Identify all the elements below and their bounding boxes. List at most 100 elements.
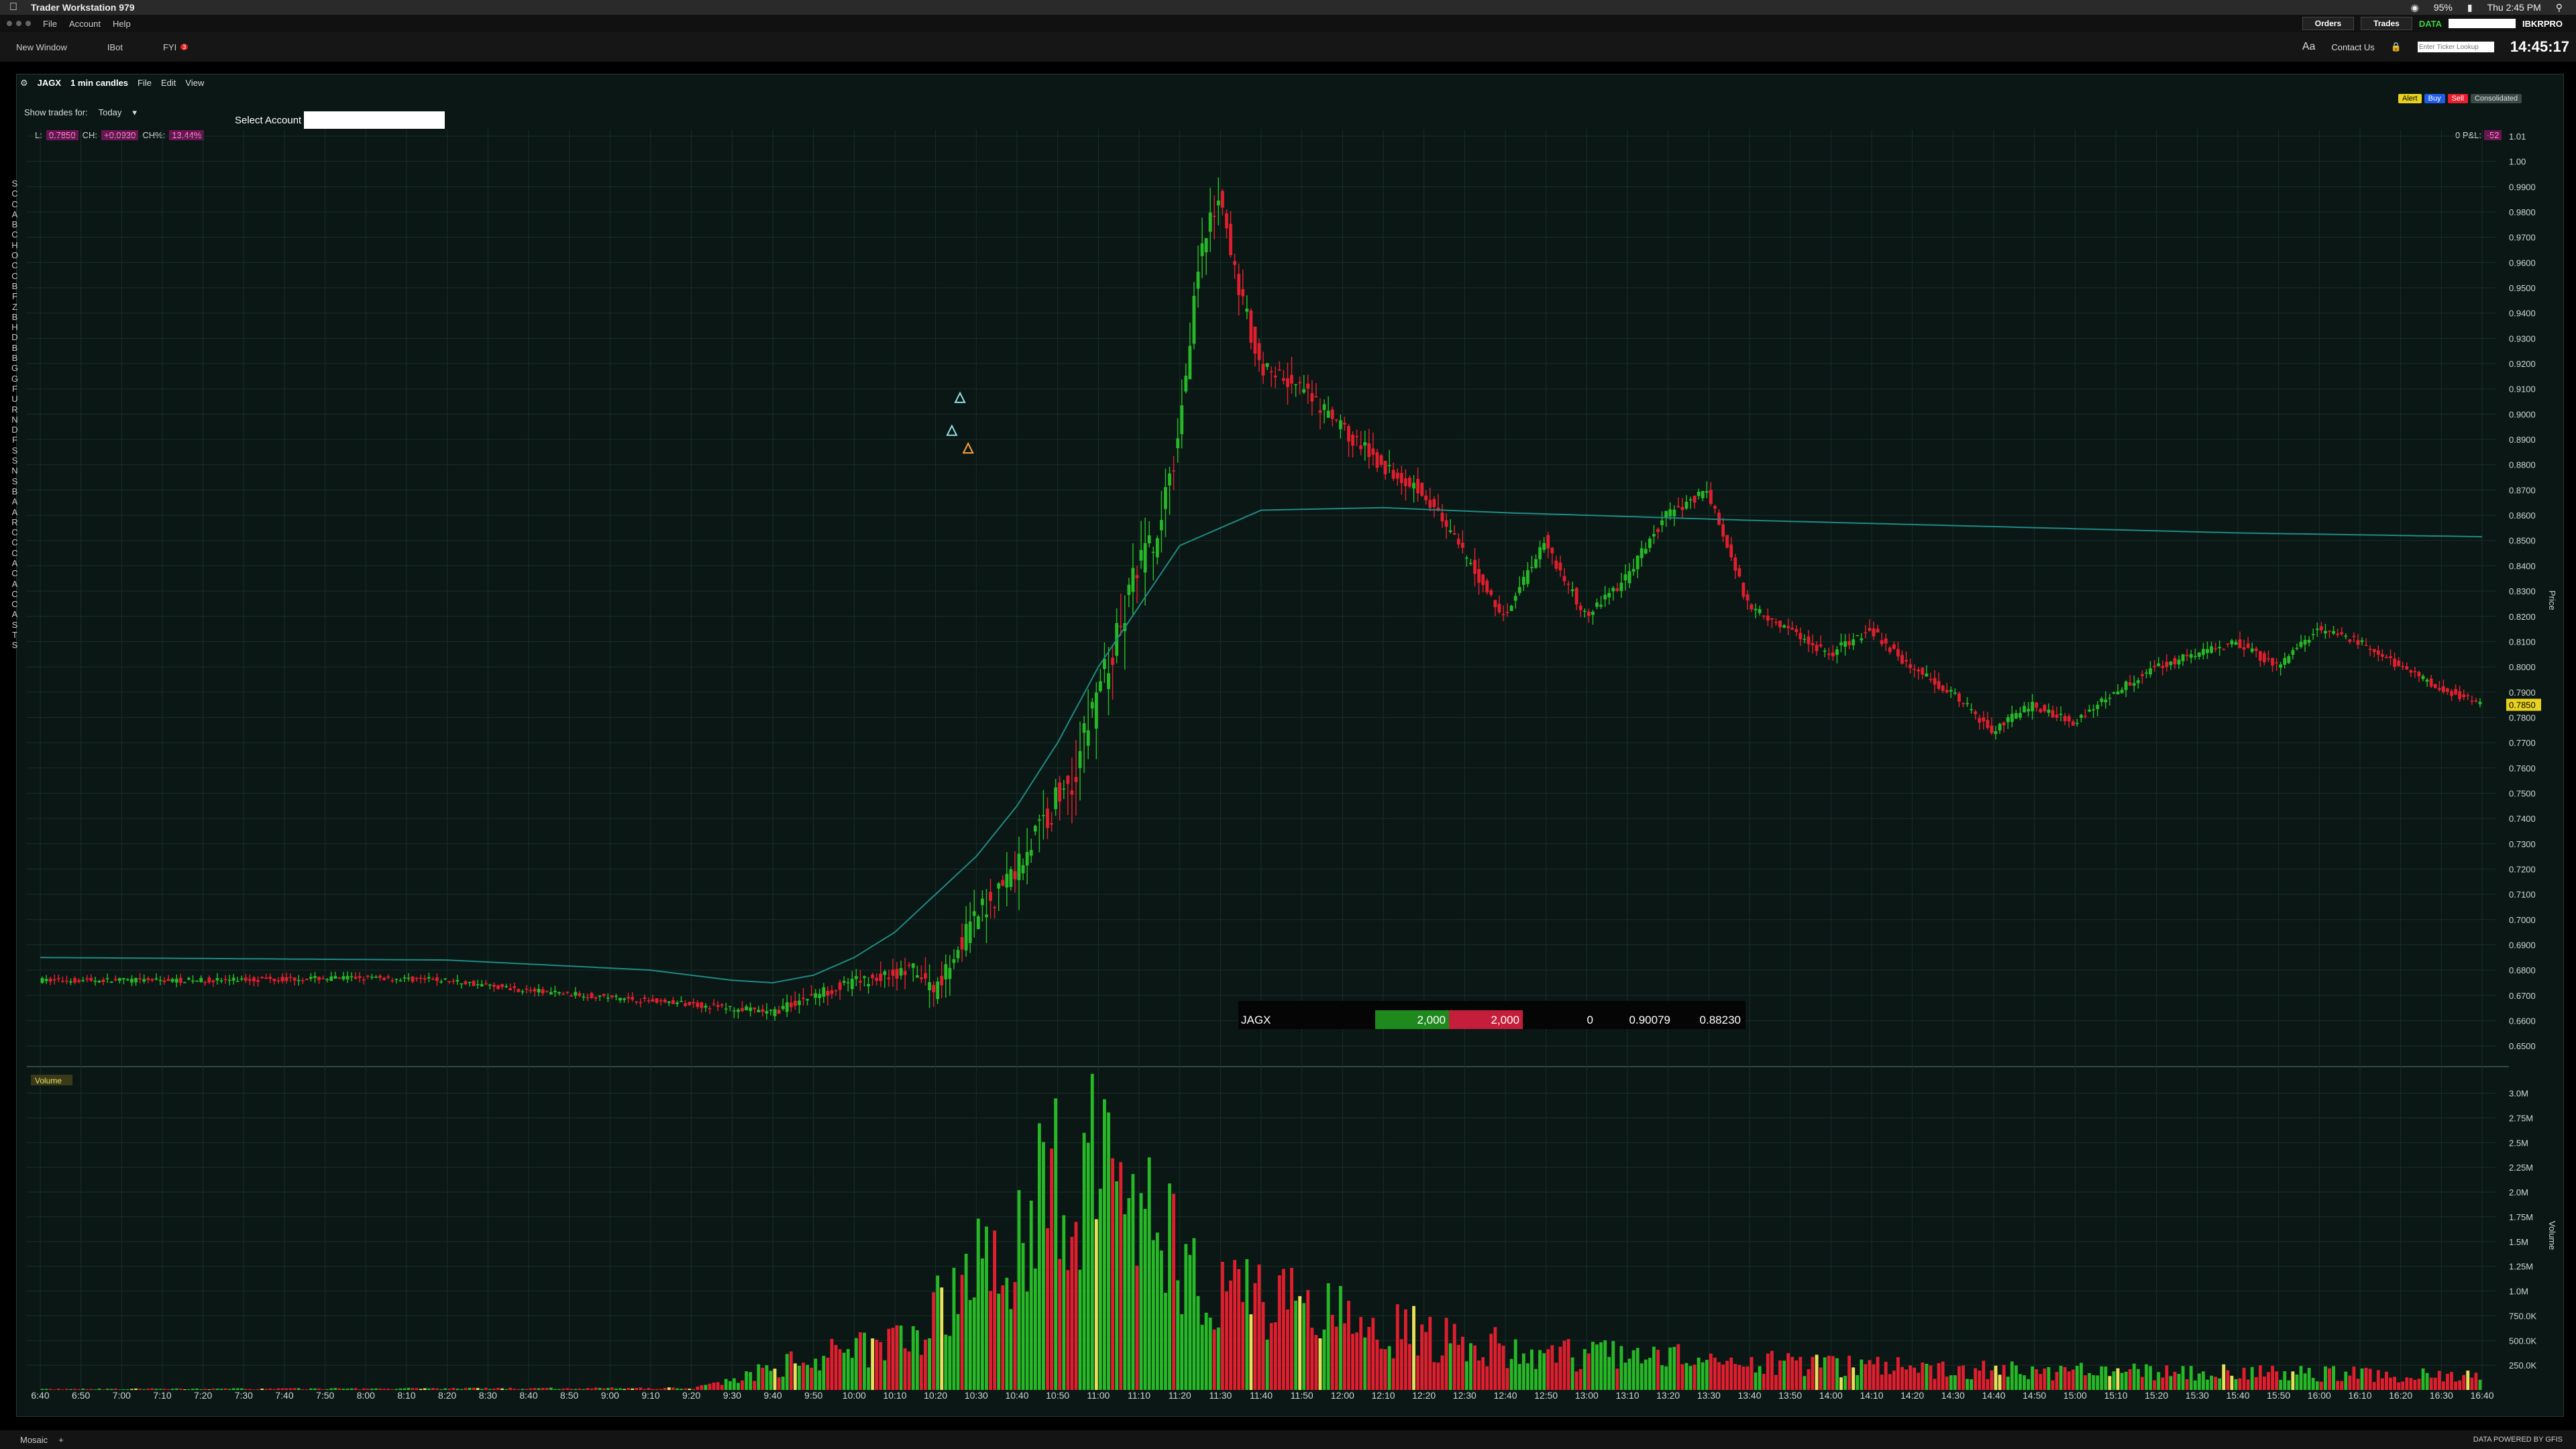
left-tool-2[interactable]: C	[11, 199, 18, 209]
trade-symbol[interactable]: JAGX	[1241, 1014, 1271, 1026]
left-tool-13[interactable]: B	[11, 311, 18, 322]
menu-file[interactable]: File	[43, 18, 57, 29]
left-tool-10[interactable]: B	[11, 280, 18, 291]
settings-icon[interactable]: ⚙	[20, 78, 28, 88]
left-tool-41[interactable]: C	[11, 588, 18, 599]
alert-button[interactable]: Alert	[2398, 94, 2422, 103]
datetime[interactable]: Thu 2:45 PM	[2487, 1, 2541, 13]
menu-account[interactable]: Account	[68, 18, 101, 29]
left-tool-20[interactable]: F	[12, 383, 17, 394]
candle-body	[394, 979, 398, 980]
fyi-button[interactable]: FYI	[162, 42, 177, 52]
orders-button[interactable]: Orders	[2302, 17, 2355, 30]
left-tool-42[interactable]: C	[11, 599, 18, 610]
left-tool-25[interactable]: F	[12, 435, 17, 445]
left-tool-28[interactable]: N	[11, 466, 18, 476]
mosaic-tab[interactable]: Mosaic	[20, 1434, 48, 1445]
left-tool-44[interactable]: S	[11, 619, 18, 630]
trade-bid-size[interactable]: 2,000	[1417, 1014, 1446, 1026]
consolidated-button[interactable]: Consolidated	[2470, 94, 2522, 103]
trade-ask-size[interactable]: 2,000	[1491, 1014, 1519, 1026]
candle-body	[2287, 656, 2291, 663]
left-tool-22[interactable]: R	[11, 404, 18, 415]
chart-menu-file[interactable]: File	[138, 78, 152, 88]
left-tool-37[interactable]: C	[11, 547, 18, 558]
left-tool-4[interactable]: B	[11, 219, 18, 230]
left-tool-23[interactable]: N	[11, 414, 18, 425]
left-tool-27[interactable]: S	[11, 455, 18, 466]
symbol-label[interactable]: JAGX	[37, 78, 62, 88]
left-tool-36[interactable]: C	[11, 537, 18, 548]
new-window-button[interactable]: New Window	[16, 42, 67, 52]
left-tool-9[interactable]: C	[11, 270, 18, 281]
chart-menu-edit[interactable]: Edit	[161, 78, 176, 88]
add-tab-icon[interactable]: +	[58, 1434, 64, 1445]
left-tool-26[interactable]: S	[11, 445, 18, 455]
account-select[interactable]	[304, 111, 445, 129]
font-size-icon[interactable]: Aa	[2302, 41, 2316, 52]
volume-bar	[594, 1387, 598, 1390]
trade-marker[interactable]	[946, 424, 958, 436]
left-tool-45[interactable]: T	[12, 630, 17, 641]
trade-avg-b[interactable]: 0.88230	[1700, 1014, 1741, 1026]
trade-marker[interactable]	[954, 391, 966, 403]
trade-avg-a[interactable]: 0.90079	[1629, 1014, 1670, 1026]
left-tool-3[interactable]: A	[11, 209, 18, 219]
left-tool-30[interactable]: B	[11, 486, 18, 496]
wifi-icon[interactable]: ◉	[2410, 1, 2419, 13]
candle-body	[1709, 490, 1713, 504]
left-tool-15[interactable]: D	[11, 332, 18, 343]
show-trades-select[interactable]: Today	[98, 107, 122, 117]
volume-bar	[570, 1389, 574, 1390]
left-tool-1[interactable]: C	[11, 189, 18, 199]
ticker-lookup-input[interactable]	[2417, 42, 2494, 52]
left-tool-39[interactable]: C	[11, 568, 18, 579]
left-tool-7[interactable]: O	[11, 250, 19, 261]
left-tool-19[interactable]: G	[11, 373, 19, 384]
left-tool-16[interactable]: B	[11, 342, 18, 353]
trade-marker[interactable]	[962, 441, 974, 454]
bid-size-cell	[1375, 1010, 1449, 1029]
left-tool-43[interactable]: A	[11, 609, 18, 620]
apple-icon[interactable]: 	[9, 1, 17, 13]
ibot-button[interactable]: IBot	[107, 42, 123, 52]
sell-button[interactable]: Sell	[2447, 94, 2468, 103]
left-tool-0[interactable]: S	[11, 178, 18, 189]
left-tool-6[interactable]: H	[11, 239, 18, 250]
left-tool-34[interactable]: R	[11, 517, 18, 527]
left-tool-31[interactable]: A	[11, 496, 18, 507]
left-tool-40[interactable]: A	[11, 578, 18, 589]
minimize-window-icon[interactable]	[16, 21, 21, 26]
left-tool-12[interactable]: Z	[12, 301, 17, 312]
left-tool-14[interactable]: H	[11, 322, 18, 333]
left-tool-11[interactable]: F	[12, 291, 17, 302]
contact-us-link[interactable]: Contact Us	[2331, 42, 2375, 52]
trades-button[interactable]: Trades	[2361, 17, 2412, 30]
chart-menu-view[interactable]: View	[185, 78, 205, 88]
zoom-window-icon[interactable]	[25, 21, 31, 26]
left-tool-33[interactable]: A	[11, 506, 18, 517]
left-tool-5[interactable]: C	[11, 229, 18, 240]
left-tool-24[interactable]: D	[11, 425, 18, 435]
left-tool-46[interactable]: S	[11, 640, 18, 651]
data-status[interactable]: DATA	[2418, 18, 2443, 29]
left-tool-35[interactable]: C	[11, 527, 18, 538]
left-tool-21[interactable]: U	[11, 394, 18, 405]
left-tool-17[interactable]: B	[11, 353, 18, 364]
interval-select[interactable]: 1 min candles	[70, 78, 129, 88]
lock-icon[interactable]: 🔒	[2390, 42, 2402, 52]
left-tool-18[interactable]: G	[11, 363, 19, 374]
volume-bar	[850, 1358, 854, 1390]
spotlight-icon[interactable]: ⚲	[2555, 1, 2563, 13]
left-tool-29[interactable]: S	[11, 476, 18, 486]
volume-bar	[1672, 1346, 1676, 1390]
menu-help[interactable]: Help	[112, 18, 131, 29]
battery-icon[interactable]: ▮	[2467, 1, 2473, 13]
close-window-icon[interactable]	[7, 21, 12, 26]
chevron-down-icon[interactable]: ▾	[132, 107, 137, 117]
left-tool-8[interactable]: C	[11, 260, 18, 271]
buy-button[interactable]: Buy	[2424, 94, 2445, 103]
trade-position[interactable]: 0	[1587, 1014, 1593, 1026]
left-tool-38[interactable]: A	[11, 557, 18, 568]
